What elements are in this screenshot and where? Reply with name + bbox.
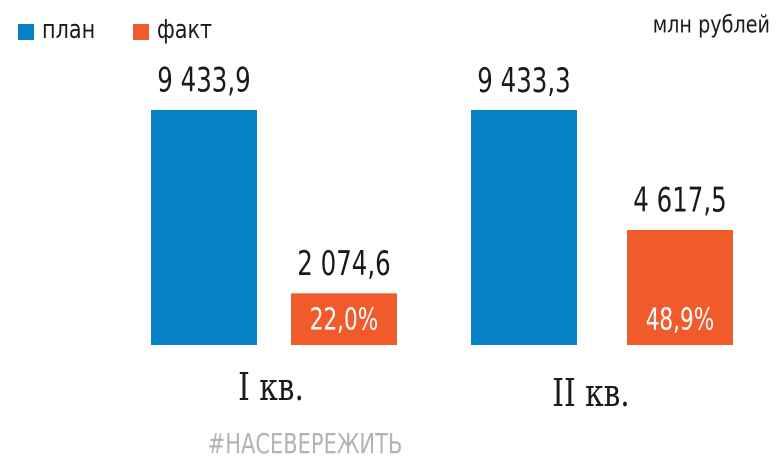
footer-tag: #НАСЕВЕРЕЖИТЬ: [208, 427, 403, 460]
value-label: 9 433,3: [477, 61, 570, 100]
legend-label: факт: [157, 14, 212, 45]
legend-swatch: [133, 24, 149, 40]
category-label: I кв.: [238, 365, 304, 410]
category-label: II кв.: [552, 371, 629, 416]
bar: [151, 110, 257, 345]
value-label: 2 074,6: [297, 244, 390, 283]
legend-swatch: [18, 24, 34, 40]
value-label: 4 617,5: [633, 181, 726, 220]
bar: [627, 229, 733, 345]
bar: [291, 293, 397, 345]
unit-label: млн рублей: [653, 12, 770, 40]
percent-label: 48,9%: [646, 303, 715, 337]
legend-label: план: [42, 14, 95, 45]
value-label: 9 433,9: [157, 61, 250, 100]
percent-label: 22,0%: [310, 303, 379, 337]
bar: [471, 110, 577, 345]
